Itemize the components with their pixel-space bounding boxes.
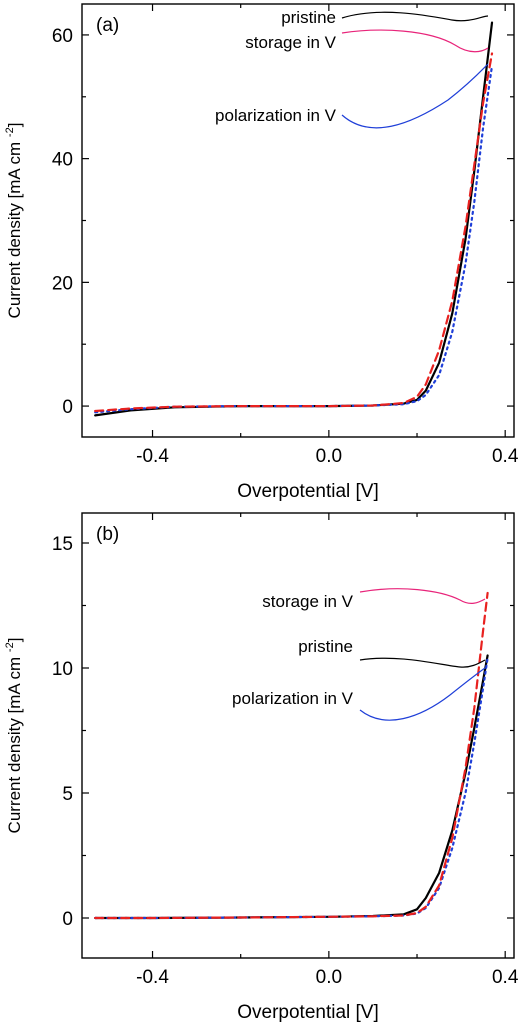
annotation-connector [341, 29, 489, 53]
x-axis-label: Overpotential [V] [237, 1002, 379, 1023]
series-line-polarization-in-V [94, 64, 494, 414]
series-line-polarization-in-V [94, 656, 489, 920]
y-axis-label: Current density [mA cm -2] [4, 638, 24, 834]
panel-b: -0.4 0.0 0.4 0 5 10 15 Overpotential [V] Current… [4, 512, 519, 1023]
annotation-polarization-in-V: polarization in V [232, 689, 354, 708]
y-tick-label: 5 [62, 784, 73, 805]
annotation-pristine: pristine [281, 8, 336, 27]
y-tick-label: 10 [52, 659, 73, 680]
x-tick-label: 0.4 [492, 967, 519, 988]
plot-frame [81, 512, 515, 959]
annotation-connector [359, 667, 486, 721]
y-tick-label: 40 [52, 150, 73, 171]
x-tick-label: 0.0 [316, 446, 342, 467]
series-line-storage-in-V [94, 591, 489, 920]
annotation-connector [359, 657, 486, 668]
y-axis-label: Current density [mA cm -2] [4, 123, 24, 319]
y-tick-label: 15 [52, 534, 73, 555]
plot-frame [81, 3, 515, 438]
annotation-polarization-in-V: polarization in V [215, 106, 337, 125]
x-tick-label: 0.0 [316, 967, 342, 988]
annotation-pristine: pristine [298, 637, 353, 656]
annotation-connector [341, 63, 489, 129]
x-tick-label: -0.4 [136, 967, 169, 988]
annotation-connector [341, 11, 489, 22]
y-tick-label: 20 [52, 273, 73, 294]
annotation-storage-in-V: storage in V [262, 592, 353, 611]
x-tick-label: -0.4 [136, 446, 169, 467]
x-axis-label: Overpotential [V] [237, 481, 379, 502]
annotation-connector [359, 588, 486, 604]
y-tick-label: 60 [52, 26, 73, 47]
panel-label: (a) [96, 15, 119, 36]
y-tick-label: 0 [62, 397, 73, 418]
panel-label: (b) [96, 524, 119, 545]
y-tick-label: 0 [62, 909, 73, 930]
annotation-storage-in-V: storage in V [245, 33, 336, 52]
series-line-pristine [94, 21, 494, 417]
x-tick-label: 0.4 [492, 446, 519, 467]
panel-a: -0.4 0.0 0.4 0 20 40 60 Overpotential [V] Curren… [4, 3, 519, 502]
